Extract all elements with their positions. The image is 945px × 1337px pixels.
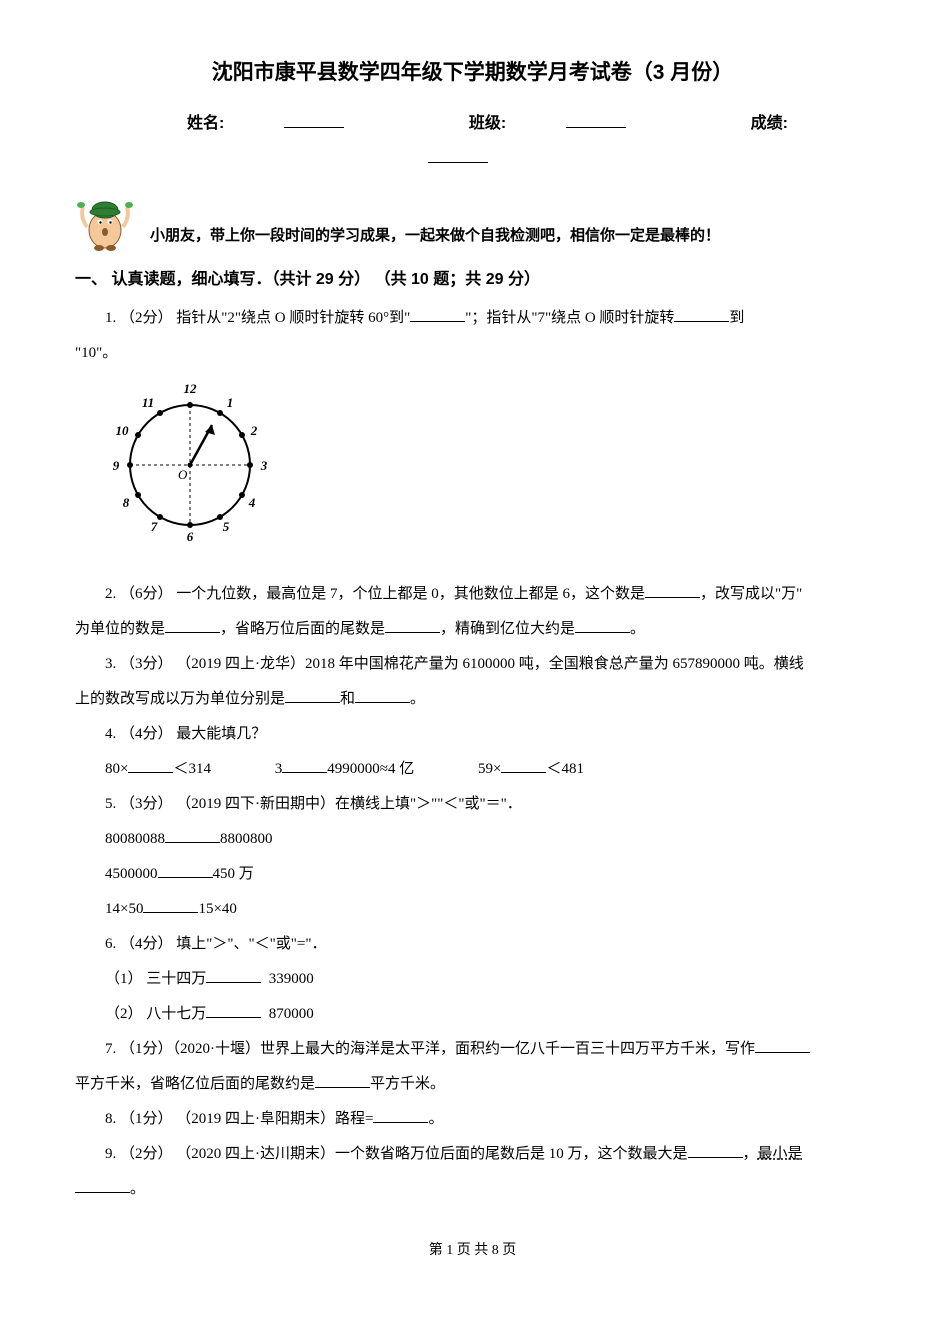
intro-row: 小朋友，带上你一段时间的学习成果，一起来做个自我检测吧，相信你一定是最棒的！ xyxy=(75,192,870,252)
question-4-items: 80×＜314 34990000≈4 亿 59×＜481 xyxy=(75,753,870,786)
question-7: 7. （1分）（2020·十堰）世界上最大的海洋是太平洋，面积约一亿八千一百三十… xyxy=(75,1033,870,1066)
question-1: 1. （2分） 指针从"2"绕点 O 顺时针旋转 60°到""；指针从"7"绕点… xyxy=(75,302,870,335)
question-5c: 14×5015×40 xyxy=(75,893,870,926)
section-1-heading: 一、 认真读题，细心填写．（共计 29 分） （共 10 题；共 29 分） xyxy=(75,262,870,297)
mascot-icon xyxy=(75,192,135,252)
svg-text:12: 12 xyxy=(184,381,198,396)
exam-title: 沈阳市康平县数学四年级下学期数学月考试卷（3 月份） xyxy=(75,50,870,96)
question-5b: 4500000450 万 xyxy=(75,858,870,891)
intro-text: 小朋友，带上你一段时间的学习成果，一起来做个自我检测吧，相信你一定是最棒的！ xyxy=(150,219,720,252)
svg-text:1: 1 xyxy=(227,395,234,410)
question-6a: （1） 三十四万 339000 xyxy=(75,963,870,996)
question-8: 8. （1分） （2019 四上·阜阳期末）路程=。 xyxy=(75,1103,870,1136)
question-5a: 800800888800800 xyxy=(75,823,870,856)
question-6b: （2） 八十七万 870000 xyxy=(75,998,870,1031)
question-7-line2: 平方千米，省略亿位后面的尾数约是平方千米。 xyxy=(75,1068,870,1101)
question-6-heading: 6. （4分） 填上"＞"、"＜"或"="． xyxy=(75,928,870,961)
student-info-row: 姓名: 班级: 成绩: xyxy=(75,106,870,176)
question-5-heading: 5. （3分） （2019 四下·新田期中）在横线上填"＞""＜"或"＝"． xyxy=(75,788,870,821)
svg-text:11: 11 xyxy=(142,395,154,410)
question-3: 3. （3分） （2019 四上·龙华）2018 年中国棉花产量为 610000… xyxy=(75,648,870,681)
svg-text:6: 6 xyxy=(187,529,194,544)
question-2-line2: 为单位的数是，省略万位后面的尾数是，精确到亿位大约是。 xyxy=(75,613,870,646)
page-footer: 第 1 页 共 8 页 xyxy=(75,1236,870,1267)
svg-text:3: 3 xyxy=(260,458,268,473)
question-3-line2: 上的数改写成以万为单位分别是和。 xyxy=(75,683,870,716)
class-field: 班级: xyxy=(439,115,656,132)
svg-text:4: 4 xyxy=(248,495,256,510)
svg-text:7: 7 xyxy=(151,519,158,534)
svg-text:10: 10 xyxy=(116,423,130,438)
name-field: 姓名: xyxy=(157,115,374,132)
svg-text:O: O xyxy=(178,467,188,482)
question-9: 9. （2分） （2020 四上·达川期末）一个数省略万位后面的尾数后是 10 … xyxy=(75,1138,870,1171)
svg-text:9: 9 xyxy=(113,458,120,473)
question-9-line2: 。 xyxy=(75,1173,870,1206)
question-4-heading: 4. （4分） 最大能填几？ xyxy=(75,718,870,751)
clock-diagram: 121234567891011 O xyxy=(105,380,870,563)
question-2: 2. （6分） 一个九位数，最高位是 7，个位上都是 0，其他数位上都是 6，这… xyxy=(75,578,870,611)
svg-text:8: 8 xyxy=(123,495,130,510)
svg-text:5: 5 xyxy=(223,519,230,534)
svg-text:2: 2 xyxy=(250,423,258,438)
question-1-line2: "10"。 xyxy=(75,337,870,370)
